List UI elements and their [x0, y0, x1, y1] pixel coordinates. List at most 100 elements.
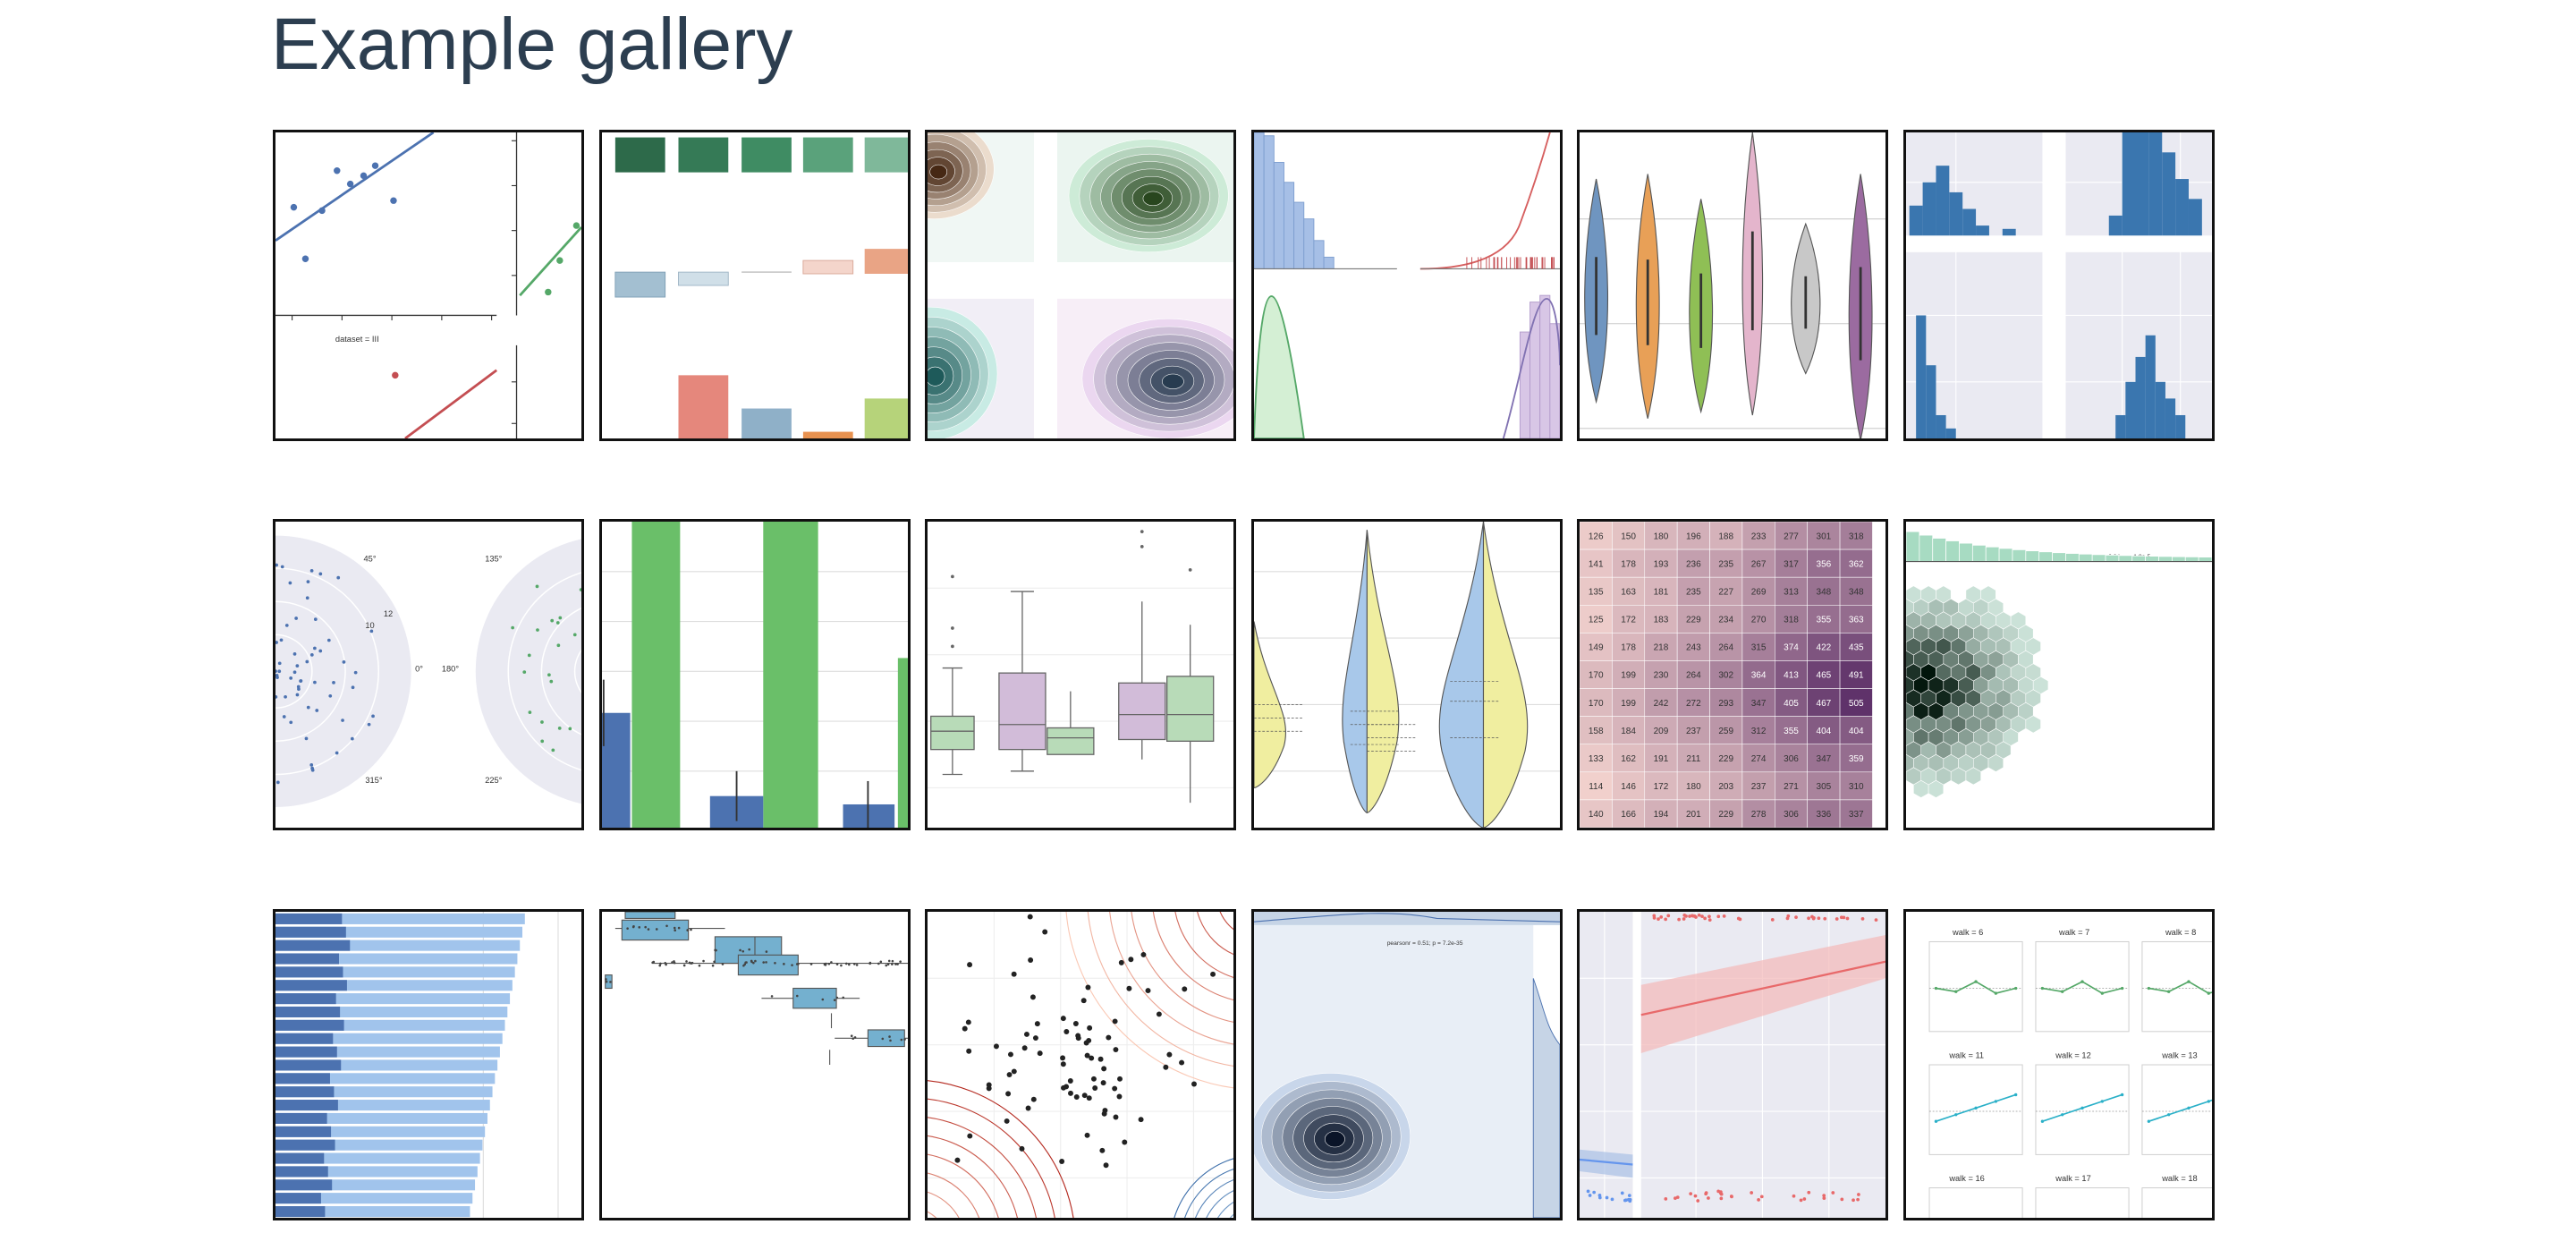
gallery-thumbnail[interactable]: kendalltau = -0.34; p = 1.8e-5 — [1903, 519, 2215, 830]
heatmap-cell — [1775, 744, 1808, 773]
point — [1620, 1191, 1624, 1195]
gallery-thumbnail[interactable] — [1903, 130, 2215, 441]
point — [1822, 1194, 1826, 1198]
point — [2120, 986, 2124, 991]
point — [309, 763, 314, 767]
cell-label: 404 — [1849, 727, 1864, 736]
point — [1700, 914, 1704, 918]
cell-label: 348 — [1817, 587, 1832, 597]
heatmap-cell — [1839, 716, 1873, 745]
point — [993, 1043, 999, 1050]
point — [1179, 1059, 1185, 1066]
facet-title: walk = 8 — [2165, 928, 2196, 937]
cell-label: 162 — [1621, 754, 1636, 764]
cell-label: 178 — [1621, 643, 1636, 653]
gallery-thumbnail[interactable] — [599, 909, 911, 1220]
heatmap-cell — [1741, 633, 1775, 661]
heatmap-cell — [1775, 799, 1808, 828]
point — [852, 1037, 855, 1040]
point — [279, 638, 284, 642]
cell-label: 272 — [1686, 699, 1701, 709]
gallery-thumbnail[interactable]: pearsonr = 0.51; p = 7.2e-35 — [1251, 909, 1563, 1220]
gallery-thumbnail[interactable]: dataset = III — [273, 130, 584, 441]
point — [328, 693, 333, 698]
cell-label: 183 — [1654, 616, 1669, 625]
point — [1116, 1093, 1123, 1100]
cell-label: 264 — [1718, 643, 1733, 653]
heatmap-cell — [1709, 688, 1743, 717]
point — [1860, 917, 1865, 921]
gallery-thumbnail[interactable] — [1577, 909, 1888, 1220]
point — [527, 653, 531, 658]
point — [579, 588, 581, 591]
cell-label: 234 — [1718, 616, 1733, 625]
histogram-bar — [2052, 552, 2066, 562]
cell-label: 293 — [1718, 699, 1733, 709]
gallery-thumbnail[interactable]: walk = 6 walk = 7 walk = 8 walk = 11 wal… — [1903, 909, 2215, 1220]
point — [275, 695, 278, 699]
point — [1822, 1196, 1826, 1200]
gallery-thumbnail[interactable] — [925, 519, 1236, 830]
facet-title: walk = 17 — [2055, 1174, 2090, 1183]
point — [689, 961, 691, 965]
gallery-thumbnail[interactable] — [1251, 519, 1563, 830]
point — [1610, 1197, 1614, 1202]
facet-frame — [2035, 1064, 2130, 1155]
cell-label: 230 — [1654, 671, 1669, 681]
gallery-thumbnail[interactable] — [1251, 130, 1563, 441]
heatmap-cell — [1741, 716, 1775, 745]
cell-label: 270 — [1751, 616, 1767, 625]
point — [1657, 917, 1660, 921]
cell-label: 150 — [1621, 531, 1636, 541]
point — [536, 628, 539, 632]
bar — [275, 1112, 487, 1124]
gallery-thumbnail[interactable]: 126 150 180 196 188 233 277 301 318 141 178 193 236 2… — [1577, 519, 1888, 830]
histogram-bar — [1906, 531, 1920, 562]
contour-line — [1174, 1158, 1233, 1218]
gallery-thumbnail[interactable] — [1577, 130, 1888, 441]
bar — [275, 966, 343, 978]
point — [1081, 1093, 1088, 1099]
point — [277, 661, 282, 666]
point — [1166, 1051, 1173, 1058]
point — [1716, 1189, 1721, 1194]
point — [609, 981, 612, 983]
gallery-thumbnail[interactable] — [925, 909, 1236, 1220]
cell-label: 194 — [1654, 810, 1669, 820]
point — [986, 1085, 992, 1092]
heatmap-cell — [1612, 744, 1646, 773]
point — [1994, 1100, 1998, 1103]
heatmap-cell — [1775, 522, 1808, 550]
cell-label: 229 — [1718, 810, 1733, 820]
cell-label: 235 — [1686, 587, 1701, 597]
cell-label: 203 — [1718, 782, 1733, 792]
point — [304, 736, 309, 741]
gallery-thumbnail[interactable] — [599, 130, 911, 441]
point — [835, 963, 839, 965]
point — [900, 1038, 903, 1042]
gallery-thumbnail[interactable] — [599, 519, 911, 830]
point — [842, 996, 845, 999]
heatmap-cell — [1709, 548, 1743, 578]
point — [282, 715, 286, 719]
cell-label: 315 — [1751, 643, 1767, 653]
cell-label: 277 — [1784, 531, 1799, 541]
angle-label: 0° — [415, 664, 423, 673]
cell-label: 336 — [1817, 810, 1832, 820]
gallery-thumbnail[interactable]: 45° 135° 10 12 0° 180° 315° 225° — [273, 519, 584, 830]
angle-label: 180° — [442, 664, 459, 673]
density-contour — [1142, 191, 1164, 207]
heatmap-cell — [1775, 688, 1808, 717]
point — [1100, 1080, 1106, 1086]
point — [295, 693, 300, 697]
point — [1005, 1091, 1012, 1097]
point — [966, 1048, 972, 1054]
cell-label: 229 — [1686, 616, 1701, 625]
point — [658, 964, 662, 967]
cell-label: 374 — [1784, 643, 1799, 653]
gallery-thumbnail[interactable] — [273, 909, 584, 1220]
cell-label: 356 — [1817, 559, 1832, 569]
angle-label: 225° — [485, 776, 502, 785]
point — [1089, 1055, 1095, 1061]
gallery-thumbnail[interactable] — [925, 130, 1236, 441]
